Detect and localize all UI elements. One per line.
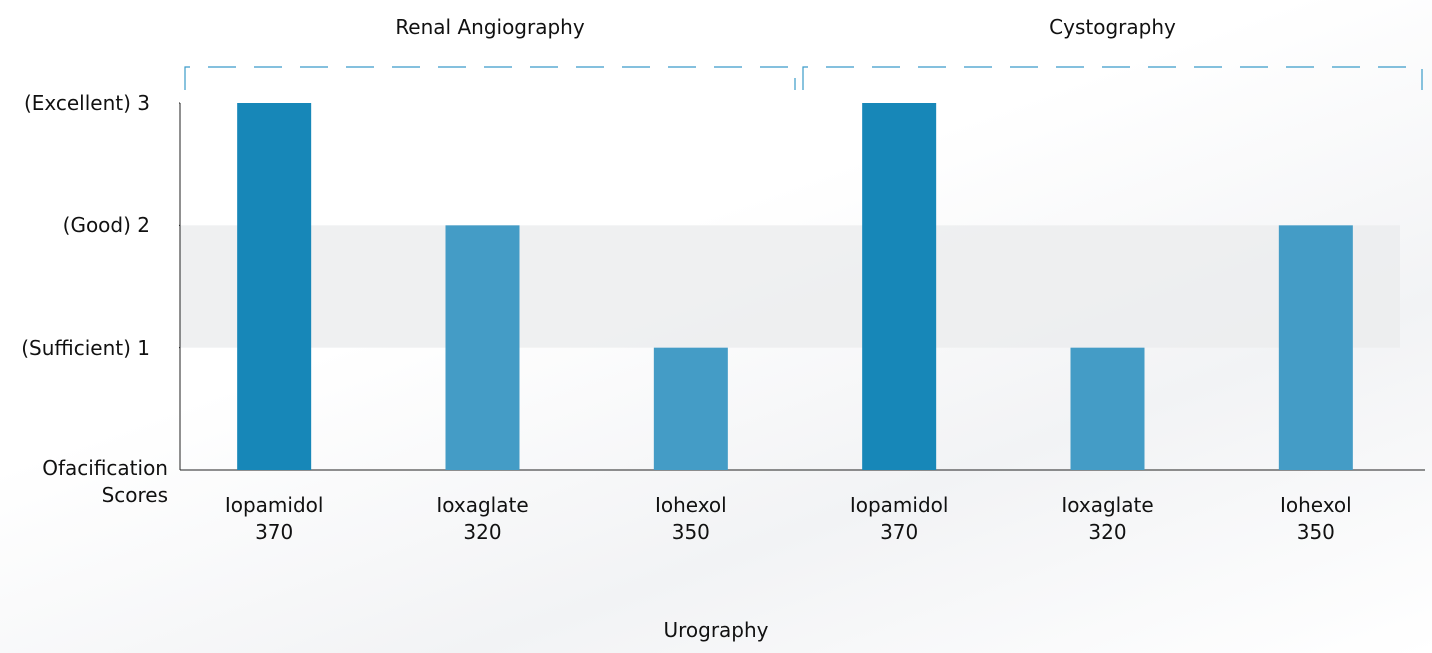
group-title: Renal Angiography [395,15,585,39]
bar [237,103,312,470]
y-tick-label: (Good) 2 [62,213,150,238]
bar [862,103,937,470]
y-tick-label: (Sufficient) 1 [21,335,150,360]
x-tick-label: Ioxaglate 320 [1061,493,1154,544]
highlight-band [180,225,1400,348]
x-axis-title: Urography [663,618,769,642]
bar [1070,347,1145,470]
y-tick-label: (Excellent) 3 [23,91,150,115]
group-title: Cystography [1049,15,1176,39]
x-tick-label: Iohexol 350 [654,493,727,544]
x-tick-label: Iopamidol 370 [224,493,324,544]
bar [653,347,728,470]
group-bracket [802,66,1423,90]
bar [1278,225,1353,470]
bar [445,225,520,470]
x-tick-label: Iopamidol 370 [849,493,949,544]
y-axis-title: Ofacification Scores [42,456,168,507]
group-bracket [184,66,796,90]
x-tick-label: Ioxaglate 320 [436,493,529,544]
x-tick-label: Iohexol 350 [1279,493,1352,544]
